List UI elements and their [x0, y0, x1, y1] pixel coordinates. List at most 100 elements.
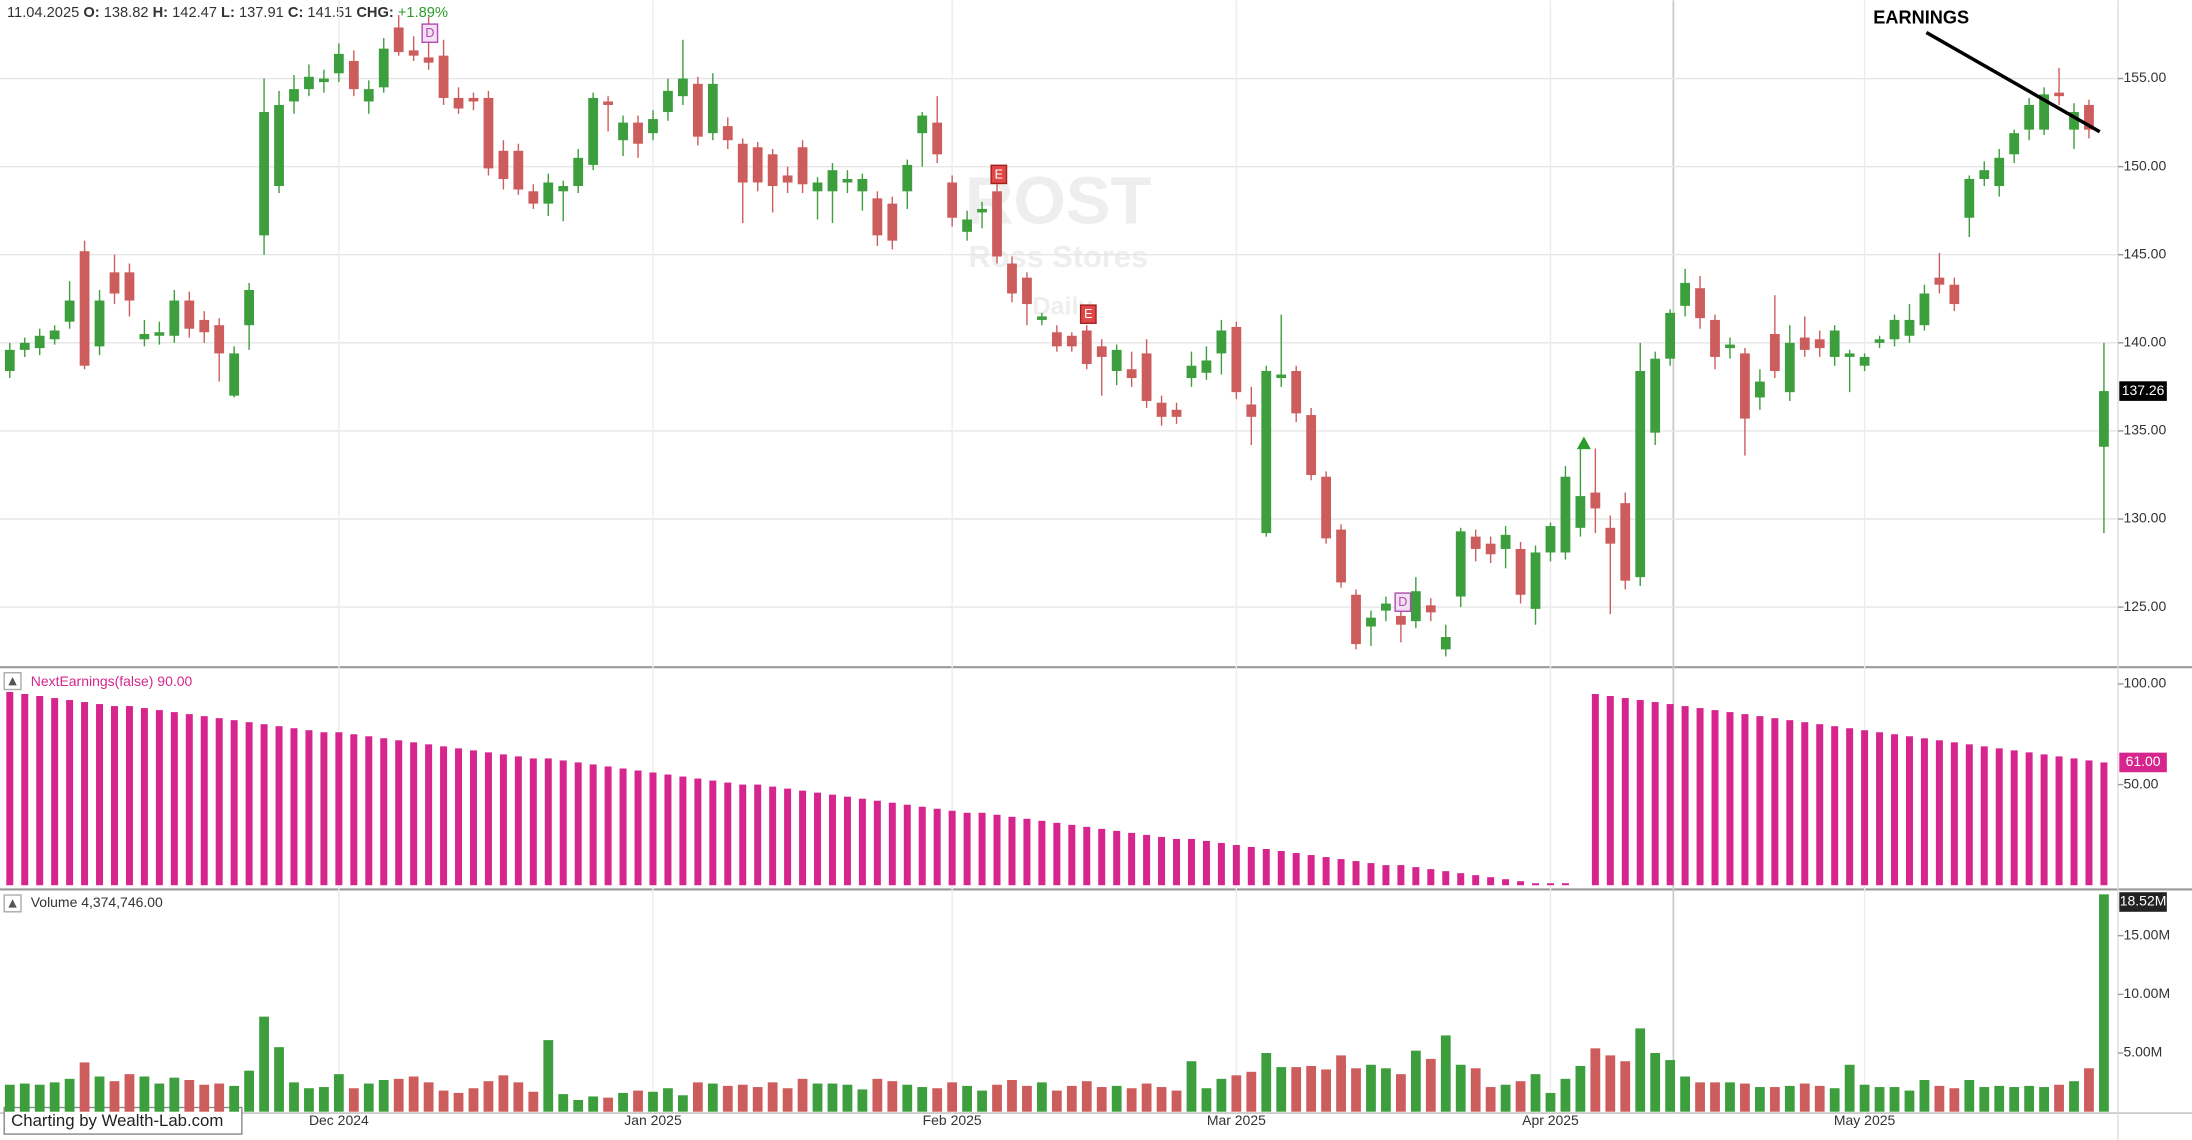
- candle-body: [2009, 133, 2020, 155]
- candle-body: [1246, 404, 1257, 417]
- candle-body: [962, 219, 973, 232]
- candle-body: [1979, 170, 1990, 179]
- header-value: 137.91: [239, 5, 284, 21]
- bar: [378, 1080, 389, 1112]
- bar: [917, 1087, 928, 1112]
- header-label: H:: [153, 5, 168, 21]
- bar: [1292, 853, 1300, 886]
- bar: [2100, 762, 2108, 886]
- bar: [1247, 846, 1255, 886]
- panel-icon-arrow: [8, 899, 17, 908]
- y-tick-label: 100.00: [2124, 675, 2167, 691]
- bar: [1321, 1069, 1331, 1112]
- candle-body: [1889, 319, 1900, 340]
- bar: [1831, 726, 1839, 886]
- candle-body: [1994, 157, 2005, 187]
- candle-body: [378, 48, 389, 88]
- candle-body: [1455, 531, 1466, 597]
- y-tick-label: 15.00M: [2124, 926, 2171, 942]
- candle-body: [633, 122, 643, 144]
- bar: [1515, 1081, 1526, 1112]
- bar: [589, 764, 597, 886]
- candle-body: [2084, 104, 2094, 130]
- y-tick-label: 155.00: [2124, 69, 2167, 85]
- candle-body: [1769, 334, 1780, 372]
- candle-body: [872, 198, 883, 236]
- bar: [2069, 1081, 2079, 1112]
- bar: [799, 790, 807, 886]
- candle-body: [1440, 637, 1451, 650]
- bar: [1307, 855, 1315, 886]
- bar: [229, 1085, 240, 1112]
- bar: [2010, 750, 2018, 886]
- bar: [1995, 748, 2003, 886]
- candle-body: [902, 164, 913, 192]
- candle-body: [1844, 353, 1855, 357]
- bar: [1935, 740, 1943, 886]
- candle-body: [707, 83, 718, 134]
- x-tick-label: May 2025: [1834, 1112, 1896, 1128]
- bar: [155, 710, 163, 886]
- candle-body: [1740, 353, 1750, 419]
- bar: [1876, 732, 1884, 886]
- candle-body: [558, 186, 569, 192]
- candle-body: [408, 50, 419, 56]
- bar: [1487, 877, 1495, 886]
- candle-body: [94, 300, 105, 347]
- bar: [1143, 834, 1151, 886]
- candle-body: [1096, 346, 1107, 357]
- bar: [260, 724, 268, 886]
- bar: [574, 762, 582, 886]
- candle-body: [1904, 319, 1915, 336]
- bar: [230, 720, 238, 886]
- bar: [1381, 1068, 1391, 1112]
- bar: [888, 802, 896, 886]
- candle-body: [453, 97, 464, 109]
- bar: [812, 1083, 823, 1112]
- bar: [438, 1090, 449, 1112]
- bar: [1829, 1088, 1840, 1112]
- bar: [1410, 1050, 1421, 1112]
- bar: [1681, 706, 1689, 886]
- bar: [34, 1084, 45, 1112]
- bar: [1291, 1067, 1302, 1112]
- bar: [2099, 894, 2109, 1112]
- bar: [1500, 1084, 1511, 1112]
- bar: [1351, 1068, 1361, 1112]
- candle-body: [1156, 402, 1167, 417]
- bar: [1874, 1087, 1885, 1112]
- bar: [782, 1088, 793, 1112]
- bar: [648, 1091, 658, 1112]
- bar: [1111, 1085, 1122, 1112]
- candle-body: [244, 289, 255, 326]
- bar: [319, 1087, 329, 1112]
- bar: [1635, 1028, 1646, 1112]
- bar: [1950, 742, 1958, 886]
- candle-body: [887, 203, 898, 241]
- bar: [559, 760, 567, 886]
- candle-body: [64, 300, 75, 322]
- bar: [902, 1084, 913, 1112]
- signal-triangle: [1576, 436, 1591, 450]
- header: 11.04.2025 O: 138.82 H: 142.47 L: 137.91…: [7, 5, 448, 21]
- bar: [1216, 1078, 1227, 1112]
- bar: [858, 798, 866, 886]
- candle-body: [618, 122, 628, 141]
- bar: [124, 1074, 135, 1112]
- candle-body: [573, 157, 584, 187]
- candle-body: [1321, 476, 1331, 539]
- bar: [1980, 746, 1988, 886]
- bar: [2024, 1085, 2035, 1112]
- bar: [154, 1083, 165, 1112]
- bar: [1187, 838, 1195, 886]
- header-value: 141.51: [307, 5, 352, 21]
- bar: [679, 776, 687, 886]
- bar: [468, 1088, 479, 1112]
- bar: [1814, 1085, 1825, 1112]
- bar: [1994, 1085, 2005, 1112]
- bar: [722, 1085, 733, 1112]
- panel-title: Volume 4,374,746.00: [31, 894, 163, 910]
- candle-body: [977, 208, 987, 213]
- bar: [1904, 1090, 1915, 1112]
- candle-body: [468, 97, 479, 102]
